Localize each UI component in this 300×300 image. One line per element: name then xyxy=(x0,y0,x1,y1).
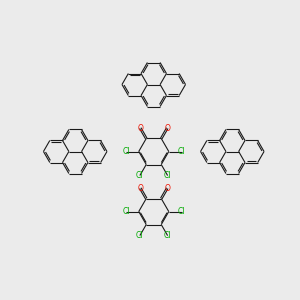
Text: O: O xyxy=(137,124,143,133)
Text: O: O xyxy=(164,184,170,193)
Text: Cl: Cl xyxy=(164,171,171,180)
Text: O: O xyxy=(137,184,143,193)
Text: Cl: Cl xyxy=(136,171,144,180)
Text: Cl: Cl xyxy=(136,231,144,240)
Text: Cl: Cl xyxy=(178,207,185,216)
Text: O: O xyxy=(164,124,170,133)
Text: Cl: Cl xyxy=(122,147,130,156)
Text: Cl: Cl xyxy=(178,147,185,156)
Text: Cl: Cl xyxy=(164,231,171,240)
Text: Cl: Cl xyxy=(122,207,130,216)
